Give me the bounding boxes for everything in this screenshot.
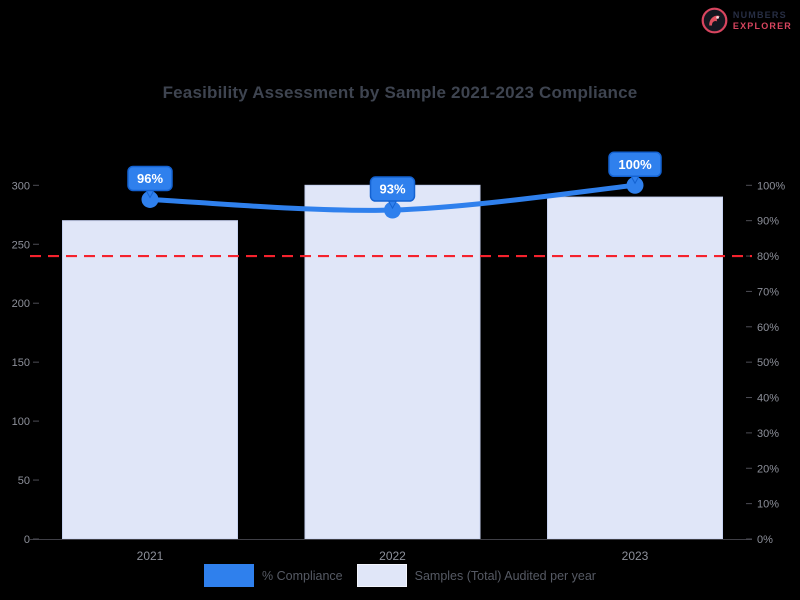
brand-logo-icon: [701, 7, 728, 34]
bar: [62, 220, 238, 540]
value-badge: [608, 151, 662, 178]
data-point-marker: [141, 190, 159, 208]
data-point-marker: [626, 176, 644, 194]
y-axis-tick-label-left: 0: [24, 534, 30, 546]
bar: [304, 184, 481, 540]
x-axis-label: 2021: [137, 549, 164, 563]
chart-title: Feasibility Assessment by Sample 2021-20…: [162, 83, 638, 102]
y-axis-tick-label-left: 50: [18, 475, 30, 487]
brand-name-top: NUMBERS: [732, 9, 787, 20]
legend-label-samples: Samples (Total) Audited per year: [414, 568, 596, 583]
y-axis-tick-label-right: 90%: [757, 216, 779, 228]
y-axis-tick-label-left: 150: [12, 357, 30, 369]
y-axis-tick-label-left: 100: [12, 416, 30, 428]
value-badge-label: 100%: [618, 157, 652, 172]
value-badge: [127, 165, 173, 192]
y-axis-tick-label-right: 70%: [757, 286, 779, 298]
y-axis-tick-label-left: 300: [12, 180, 30, 192]
legend: % Compliance Samples (Total) Audited per…: [0, 564, 800, 587]
y-axis-tick-label-right: 0%: [757, 534, 773, 546]
y-axis-tick-label-right: 20%: [757, 463, 779, 475]
y-axis-tick-label-right: 80%: [757, 251, 779, 263]
y-axis-tick-label-right: 40%: [757, 393, 779, 405]
y-axis-tick-label-right: 100%: [757, 180, 785, 192]
legend-item-compliance-line: % Compliance: [204, 564, 343, 587]
brand-logo: NUMBERS EXPLORER: [701, 7, 792, 34]
y-axis-tick-label-right: 10%: [757, 499, 779, 511]
y-axis-tick-label-left: 250: [12, 239, 30, 251]
legend-swatch-line: [204, 564, 255, 587]
y-axis-tick-label-right: 60%: [757, 322, 779, 334]
value-badge-label: 96%: [137, 171, 163, 186]
value-badge: [369, 176, 416, 202]
x-axis-label: 2022: [379, 549, 406, 563]
legend-swatch-bar: [356, 564, 407, 587]
legend-label-compliance: % Compliance: [262, 568, 343, 583]
data-point-marker: [384, 201, 401, 219]
y-axis-tick-label-right: 50%: [757, 357, 779, 369]
y-axis-tick-label-left: 200: [12, 298, 30, 310]
brand-name-bottom: EXPLORER: [732, 20, 792, 31]
legend-item-samples-bar: Samples (Total) Audited per year: [356, 564, 596, 587]
x-axis-label: 2023: [622, 549, 649, 563]
bar: [547, 196, 723, 540]
y-axis-tick-label-right: 30%: [757, 428, 779, 440]
value-badge-label: 93%: [379, 182, 405, 197]
